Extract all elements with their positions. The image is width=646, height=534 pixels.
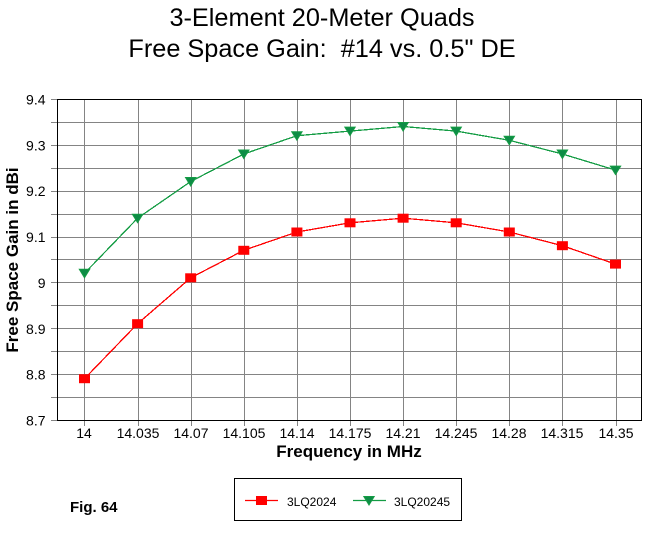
svg-text:14.035: 14.035 xyxy=(117,425,160,441)
svg-text:Frequency in MHz: Frequency in MHz xyxy=(276,442,421,461)
svg-text:14.315: 14.315 xyxy=(541,425,584,441)
svg-text:9.1: 9.1 xyxy=(26,229,46,245)
svg-text:14.175: 14.175 xyxy=(329,425,372,441)
svg-text:14.21: 14.21 xyxy=(385,425,420,441)
svg-text:Free Space Gain in dBi: Free Space Gain in dBi xyxy=(3,167,22,352)
svg-text:8.8: 8.8 xyxy=(26,367,46,383)
svg-text:8.7: 8.7 xyxy=(26,413,46,429)
svg-text:14.28: 14.28 xyxy=(491,425,526,441)
svg-text:14.35: 14.35 xyxy=(598,425,633,441)
svg-text:3-Element 20-Meter Quads: 3-Element 20-Meter Quads xyxy=(169,4,474,32)
svg-text:9: 9 xyxy=(38,275,46,291)
svg-text:14.14: 14.14 xyxy=(279,425,314,441)
svg-text:9.2: 9.2 xyxy=(26,183,46,199)
svg-text:14.07: 14.07 xyxy=(173,425,208,441)
svg-text:Fig. 64: Fig. 64 xyxy=(70,499,118,516)
svg-text:14: 14 xyxy=(76,425,92,441)
svg-text:14.245: 14.245 xyxy=(435,425,478,441)
svg-text:9.3: 9.3 xyxy=(26,137,46,153)
svg-text:Free Space Gain: #14 vs. 0.5": Free Space Gain: #14 vs. 0.5" DE xyxy=(128,35,515,63)
svg-text:14.105: 14.105 xyxy=(223,425,266,441)
svg-text:9.4: 9.4 xyxy=(26,92,46,108)
svg-text:3LQ20245: 3LQ20245 xyxy=(394,495,450,509)
svg-text:8.9: 8.9 xyxy=(26,321,46,337)
svg-text:3LQ2024: 3LQ2024 xyxy=(287,495,337,509)
